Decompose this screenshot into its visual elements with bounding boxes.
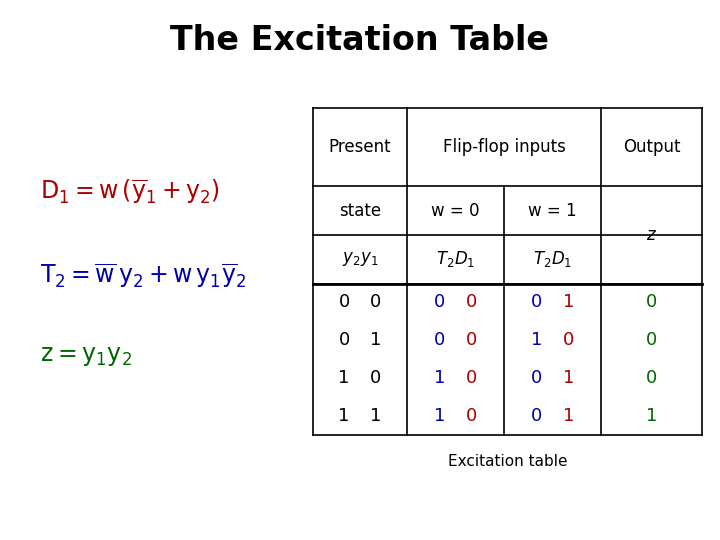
- Text: $T_2 D_1$: $T_2 D_1$: [533, 249, 572, 269]
- Text: Flip-flop inputs: Flip-flop inputs: [443, 138, 565, 156]
- Text: 1: 1: [646, 407, 657, 425]
- Text: 0: 0: [563, 331, 574, 349]
- Text: 0: 0: [646, 293, 657, 312]
- Text: The Excitation Table: The Excitation Table: [171, 24, 549, 57]
- Text: 1: 1: [563, 293, 574, 312]
- Text: 1: 1: [338, 407, 350, 425]
- Text: Present: Present: [329, 138, 391, 156]
- Text: 1: 1: [370, 407, 382, 425]
- Text: 0: 0: [466, 407, 477, 425]
- Text: 1: 1: [434, 369, 445, 387]
- Text: 0: 0: [338, 293, 350, 312]
- Text: 1: 1: [434, 407, 445, 425]
- Text: 0: 0: [646, 331, 657, 349]
- Text: w = 0: w = 0: [431, 201, 480, 220]
- Text: 0: 0: [370, 369, 382, 387]
- Text: Output: Output: [623, 138, 680, 156]
- Text: state: state: [339, 201, 381, 220]
- Text: 0: 0: [531, 369, 542, 387]
- Text: 1: 1: [531, 331, 542, 349]
- Text: 0: 0: [466, 331, 477, 349]
- Text: 1: 1: [563, 407, 574, 425]
- Text: Excitation table: Excitation table: [448, 454, 567, 469]
- Text: 1: 1: [370, 331, 382, 349]
- Text: $\mathsf{D_1 = w\,(\overline{y}_1 + y_2)}$: $\mathsf{D_1 = w\,(\overline{y}_1 + y_2)…: [40, 177, 220, 206]
- Text: $\mathsf{T_2 = \overline{w}\,y_2 + w\,y_1\overline{y}_2}$: $\mathsf{T_2 = \overline{w}\,y_2 + w\,y_…: [40, 261, 246, 290]
- Text: $T_2 D_1$: $T_2 D_1$: [436, 249, 475, 269]
- Text: 1: 1: [338, 369, 350, 387]
- Text: 0: 0: [466, 293, 477, 312]
- Text: 0: 0: [466, 369, 477, 387]
- Text: 0: 0: [531, 293, 542, 312]
- Text: w = 1: w = 1: [528, 201, 577, 220]
- Text: $z$: $z$: [646, 226, 657, 244]
- Text: 0: 0: [531, 407, 542, 425]
- Text: 0: 0: [646, 369, 657, 387]
- Text: 0: 0: [434, 293, 445, 312]
- Text: 1: 1: [563, 369, 574, 387]
- Text: 0: 0: [370, 293, 382, 312]
- Text: $y_2 y_1$: $y_2 y_1$: [342, 250, 378, 268]
- Text: 0: 0: [434, 331, 445, 349]
- Text: $\mathsf{z = y_1 y_2}$: $\mathsf{z = y_1 y_2}$: [40, 345, 132, 368]
- Text: 0: 0: [338, 331, 350, 349]
